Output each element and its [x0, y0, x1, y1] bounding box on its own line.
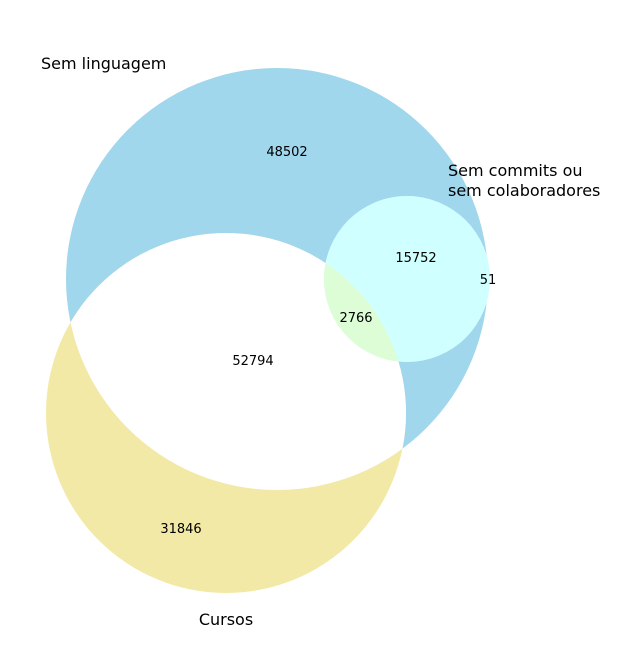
count-sem-commits-only: 51	[480, 273, 497, 288]
count-cursos-only: 31846	[160, 522, 201, 537]
count-sem-commits-intersection: 15752	[395, 251, 436, 266]
label-cursos: Cursos	[199, 610, 253, 629]
label-sem-commits-line2: sem colaboradores	[448, 181, 600, 200]
label-sem-commits-line1: Sem commits ou	[448, 161, 583, 180]
label-sem-linguagem: Sem linguagem	[41, 54, 166, 73]
region-sem-linguagem-cursos	[66, 233, 406, 490]
count-sem-linguagem-only: 48502	[266, 145, 307, 160]
count-all-three: 2766	[339, 311, 372, 326]
count-sem-linguagem-cursos: 52794	[232, 354, 273, 369]
